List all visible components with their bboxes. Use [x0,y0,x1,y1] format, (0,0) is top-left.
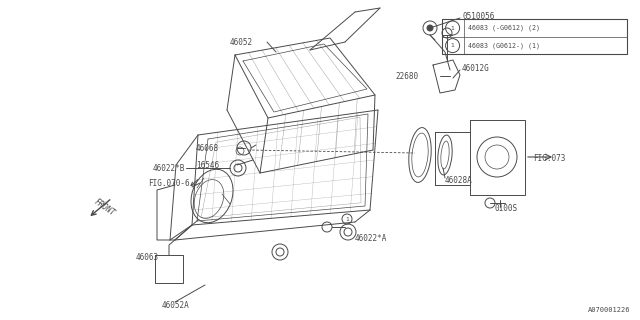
Text: 46083 (G0612-) (1): 46083 (G0612-) (1) [468,42,540,49]
Text: 46022*A: 46022*A [355,234,387,243]
Circle shape [427,25,433,31]
Text: 46083 (-G0612) (2): 46083 (-G0612) (2) [468,25,540,31]
Text: 1: 1 [451,26,454,30]
Text: 46052A: 46052A [162,300,189,309]
Text: 46063: 46063 [136,253,159,262]
Text: 0510056: 0510056 [462,12,494,20]
Text: 46052: 46052 [230,37,253,46]
Text: 1: 1 [345,217,349,221]
Text: 1: 1 [451,43,454,48]
Circle shape [234,164,242,172]
Text: 0100S: 0100S [494,204,517,212]
Text: FIG.073: FIG.073 [533,154,565,163]
Text: A070001226: A070001226 [588,307,630,313]
Text: 46012G: 46012G [462,63,490,73]
Circle shape [485,198,495,208]
Text: 16546: 16546 [196,161,219,170]
Text: 46028A: 46028A [445,175,473,185]
Text: FRONT: FRONT [93,198,117,218]
Circle shape [344,228,352,236]
Text: 22680: 22680 [395,71,418,81]
Circle shape [276,248,284,256]
Text: FIG.070-6: FIG.070-6 [148,179,189,188]
Text: 46068: 46068 [196,143,219,153]
Text: 46022*B: 46022*B [152,164,185,172]
